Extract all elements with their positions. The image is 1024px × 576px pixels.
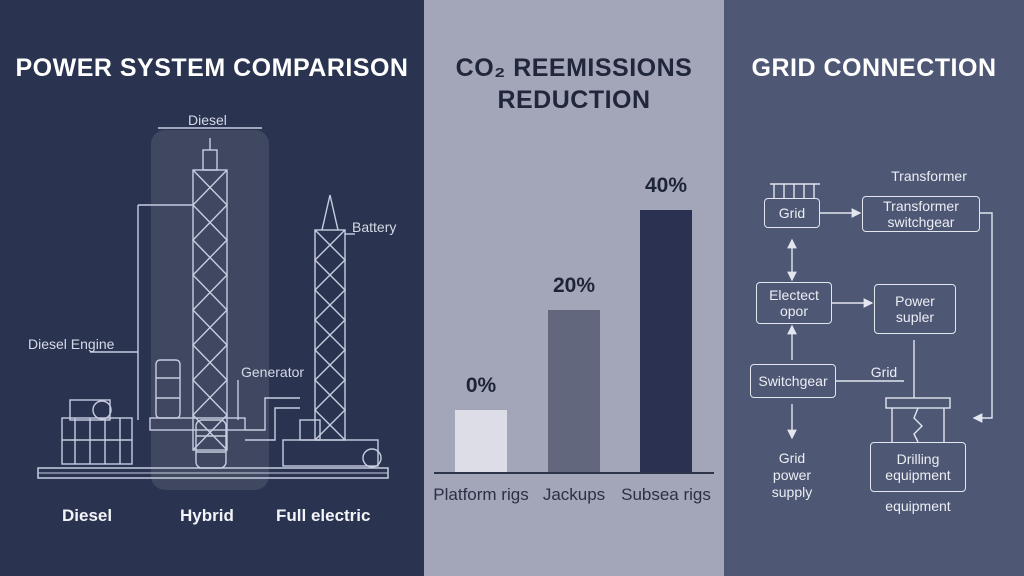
category-label-2: Subsea rigs bbox=[621, 485, 711, 504]
bar-0 bbox=[455, 410, 507, 472]
battery-label: Battery bbox=[352, 219, 397, 235]
grid-flow-connectors bbox=[770, 183, 993, 443]
generator-label: Generator bbox=[241, 364, 305, 380]
equipment-label: equipment bbox=[885, 498, 951, 514]
drilling-equipment-node: Drilling equipment bbox=[870, 442, 966, 492]
category-label-0: Platform rigs bbox=[433, 485, 529, 504]
electect-opor-node: Electect opor bbox=[756, 282, 832, 324]
bar-value-label-0: 0% bbox=[465, 374, 497, 397]
emissions-title-line2: REDUCTION bbox=[497, 86, 651, 114]
grid-connection-panel: GRID CONNECTION bbox=[724, 0, 1024, 576]
bar-value-label-2: 40% bbox=[644, 174, 688, 197]
emissions-panel: CO₂ REEMISSIONS REDUCTION 0% Platform rig… bbox=[424, 0, 724, 576]
power-system-panel: POWER SYSTEM COMPARISON bbox=[0, 0, 424, 576]
grid-node: Grid bbox=[764, 198, 820, 228]
switchgear-node: Switchgear bbox=[750, 364, 836, 398]
chart-baseline bbox=[434, 472, 714, 474]
diesel-engine-label: Diesel Engine bbox=[28, 336, 115, 352]
grid-power-supply-label: Grid power supply bbox=[771, 450, 813, 500]
grid-connection-title: GRID CONNECTION bbox=[751, 54, 997, 82]
power-supler-node: Power supler bbox=[874, 284, 956, 334]
bar-1 bbox=[548, 310, 600, 472]
column-hybrid: Hybrid bbox=[180, 506, 234, 525]
diesel-engine-shape bbox=[61, 417, 133, 465]
category-label-1: Jackups bbox=[542, 485, 606, 504]
grid-link-label: Grid bbox=[870, 364, 898, 380]
diesel-top-label: Diesel bbox=[188, 112, 227, 128]
power-system-title: POWER SYSTEM COMPARISON bbox=[15, 54, 409, 82]
transformer-switchgear-node: Transformer switchgear bbox=[862, 196, 980, 232]
generator-shape bbox=[195, 419, 227, 469]
emissions-title-line1: CO₂ REEMISSIONS bbox=[455, 54, 693, 82]
bar-value-label-1: 20% bbox=[552, 274, 596, 297]
rig-illustration bbox=[37, 127, 389, 490]
derrick-frame bbox=[885, 397, 951, 409]
column-diesel: Diesel bbox=[62, 506, 113, 525]
bar-2 bbox=[640, 210, 692, 472]
transformer-label: Transformer bbox=[891, 168, 967, 184]
column-full-electric: Full electric bbox=[276, 506, 371, 525]
